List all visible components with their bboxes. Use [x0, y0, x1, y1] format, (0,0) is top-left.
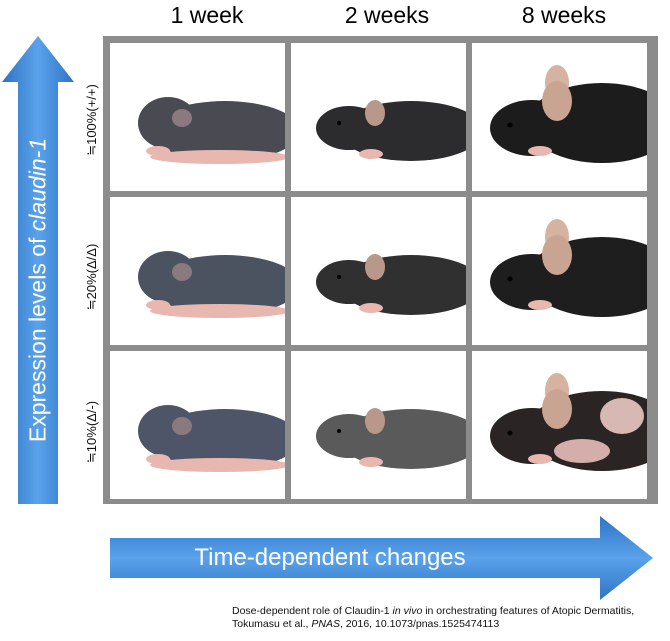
- mouse-adult-8wk-20pct: [490, 219, 647, 317]
- photo-cell-r2-c2: [291, 197, 466, 345]
- photo-cell-r2-c3: [472, 197, 647, 345]
- horizontal-axis-label: Time-dependent changes: [194, 544, 466, 571]
- mouse-2wk-10pct: [316, 408, 466, 469]
- photo-cell-r1-c3: [472, 43, 647, 191]
- caption-line-1: Dose-dependent role of Claudin-1 in vivo…: [232, 605, 635, 617]
- mouse-pup-1wk-wildtype: [138, 97, 285, 164]
- vertical-axis-prefix: Expression levels of: [24, 231, 51, 443]
- photo-cell-r3-c2: [291, 351, 466, 499]
- column-header-1-week: 1 week: [170, 2, 244, 28]
- vertical-axis-label: Expression levels of claudin-1: [25, 138, 52, 442]
- row-label-100pct: ≒100%(+/+): [84, 84, 99, 156]
- caption-line-2: Tokumasu et al., PNAS, 2016, 10.1073/pna…: [232, 618, 500, 630]
- horizontal-arrow: [110, 516, 653, 600]
- column-header-8-weeks: 8 weeks: [521, 2, 607, 28]
- mouse-adult-8wk-wildtype: [490, 65, 647, 163]
- mouse-adult-8wk-10pct-patchy: [490, 373, 647, 471]
- row-label-10pct: ≒10%(Δ/-): [84, 400, 99, 464]
- citation-caption: Dose-dependent role of Claudin-1 in vivo…: [232, 605, 634, 631]
- photo-cell-r1-c2: [291, 43, 466, 191]
- mouse-pup-1wk-10pct: [138, 405, 285, 472]
- photo-cell-r2-c1: [110, 197, 285, 345]
- row-label-20pct: ≒20%(Δ/Δ): [84, 243, 99, 311]
- mouse-2wk-wildtype: [316, 100, 466, 161]
- mouse-photo-grid: [103, 36, 658, 504]
- photo-cell-r3-c3: [472, 351, 647, 499]
- vertical-axis-gene: claudin-1: [24, 137, 51, 232]
- vertical-arrow: [2, 36, 74, 504]
- photo-cell-r1-c1: [110, 43, 285, 191]
- photo-cell-r3-c1: [110, 351, 285, 499]
- mouse-pup-1wk-20pct: [138, 251, 285, 318]
- mouse-2wk-20pct: [316, 254, 466, 315]
- column-header-2-weeks: 2 weeks: [344, 2, 430, 28]
